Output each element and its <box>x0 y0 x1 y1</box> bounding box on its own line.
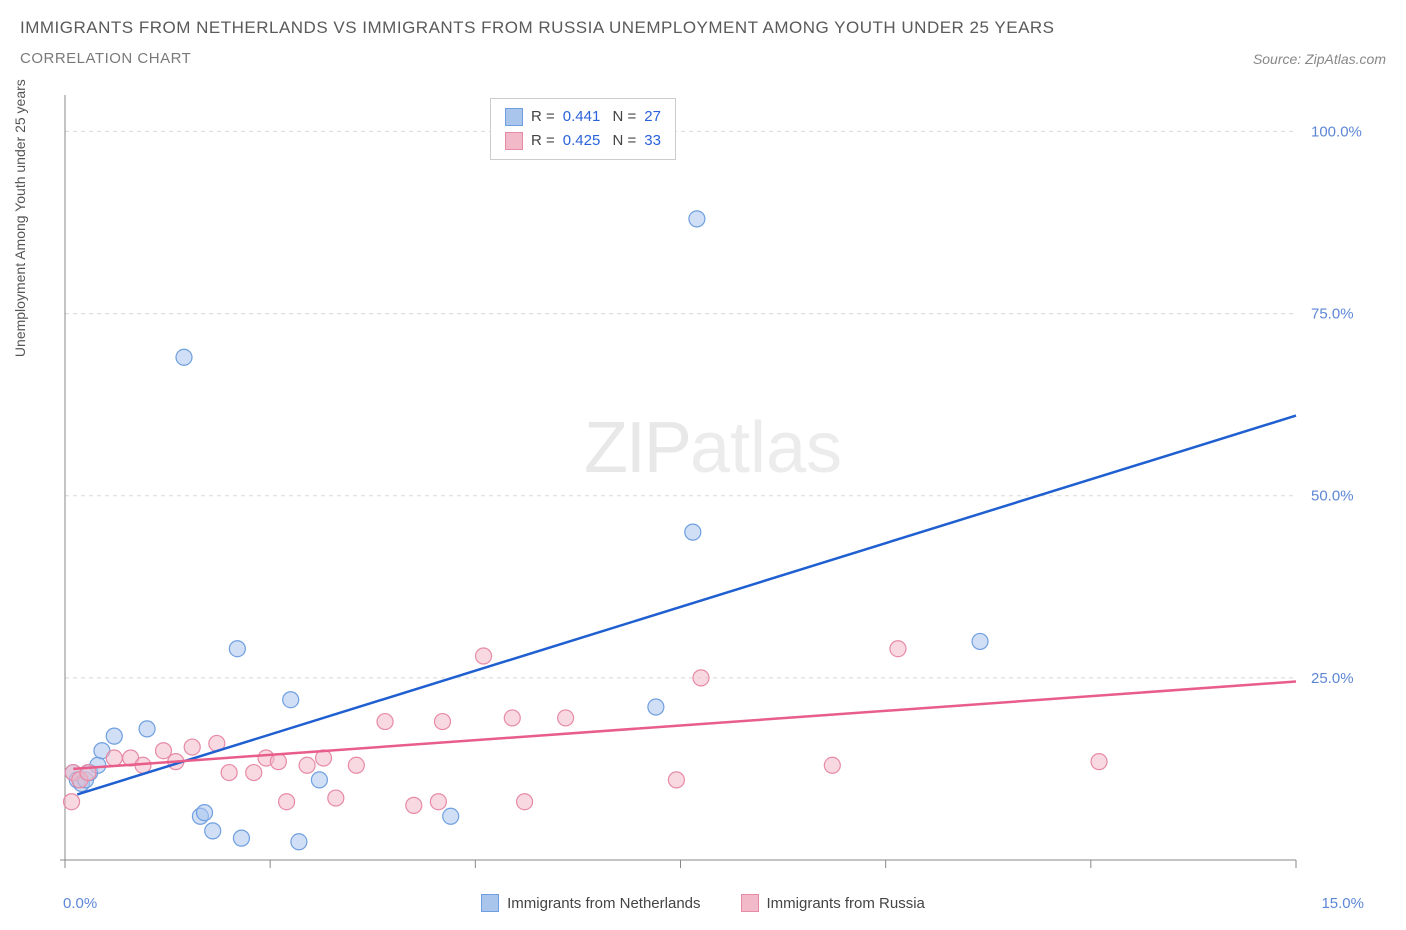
source-label: Source: ZipAtlas.com <box>1253 51 1386 67</box>
legend-item-russia: Immigrants from Russia <box>741 894 925 912</box>
svg-text:25.0%: 25.0% <box>1311 670 1354 687</box>
stat-n-label: N = <box>608 105 636 129</box>
y-axis-label: Unemployment Among Youth under 25 years <box>12 79 28 357</box>
legend-item-netherlands: Immigrants from Netherlands <box>481 894 700 912</box>
chart-title: IMMIGRANTS FROM NETHERLANDS VS IMMIGRANT… <box>20 18 1386 38</box>
svg-text:50.0%: 50.0% <box>1311 488 1354 505</box>
svg-text:100.0%: 100.0% <box>1311 123 1362 140</box>
stat-r-label: R = <box>531 129 555 153</box>
legend-swatch-russia <box>741 894 759 912</box>
chart-subtitle: CORRELATION CHART <box>20 50 191 67</box>
bottom-legend: Immigrants from Netherlands Immigrants f… <box>0 894 1406 912</box>
stat-n-label: N = <box>608 129 636 153</box>
stats-row-netherlands: R = 0.441 N = 27 <box>505 105 661 129</box>
stat-n-netherlands: 27 <box>644 105 661 129</box>
stats-box: R = 0.441 N = 27 R = 0.425 N = 33 <box>490 98 676 160</box>
legend-swatch-netherlands <box>481 894 499 912</box>
legend-label-netherlands: Immigrants from Netherlands <box>507 895 700 912</box>
stats-row-russia: R = 0.425 N = 33 <box>505 129 661 153</box>
svg-text:75.0%: 75.0% <box>1311 306 1354 323</box>
subtitle-row: CORRELATION CHART Source: ZipAtlas.com <box>20 50 1386 67</box>
chart-container: Unemployment Among Youth under 25 years … <box>50 95 1376 880</box>
stat-r-netherlands: 0.441 <box>563 105 601 129</box>
swatch-russia <box>505 132 523 150</box>
legend-label-russia: Immigrants from Russia <box>767 895 925 912</box>
stat-n-russia: 33 <box>644 129 661 153</box>
header: IMMIGRANTS FROM NETHERLANDS VS IMMIGRANT… <box>0 0 1406 67</box>
stat-r-label: R = <box>531 105 555 129</box>
scatter-plot: 25.0% 50.0% 75.0% 100.0% <box>50 95 1376 880</box>
stat-r-russia: 0.425 <box>563 129 601 153</box>
swatch-netherlands <box>505 108 523 126</box>
